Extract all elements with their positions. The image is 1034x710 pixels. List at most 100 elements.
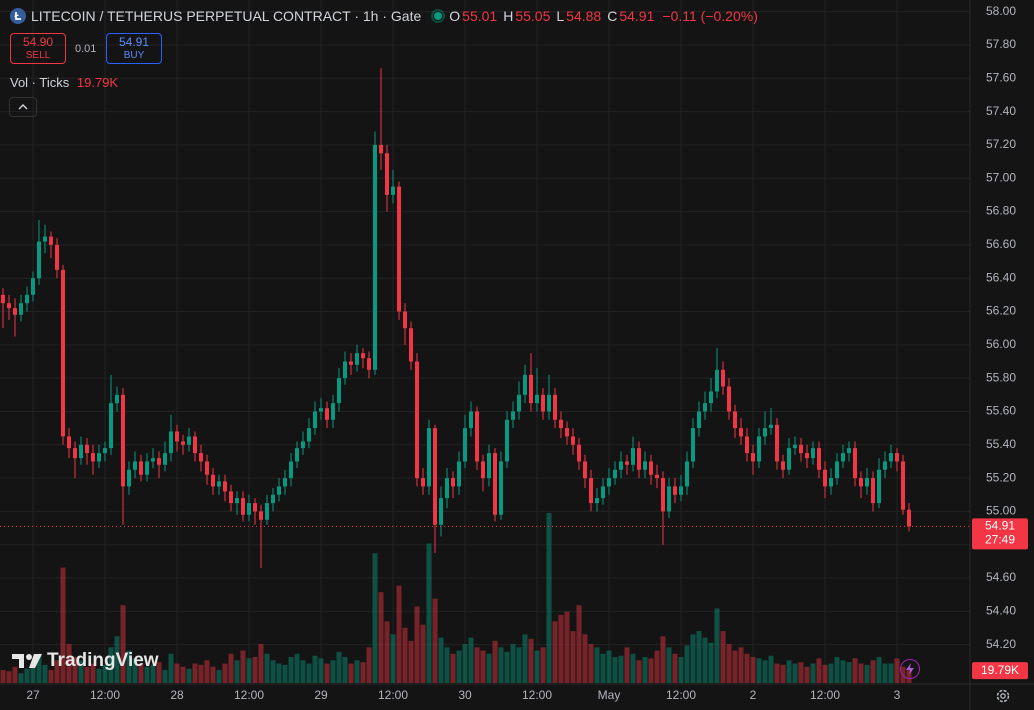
volume-bar bbox=[120, 605, 126, 683]
candle-body bbox=[379, 144, 383, 154]
candle-body bbox=[13, 308, 17, 315]
volume-bar bbox=[648, 658, 654, 683]
volume-bar bbox=[822, 664, 828, 683]
candle-body bbox=[475, 411, 479, 462]
alert-button[interactable] bbox=[900, 659, 920, 679]
candle-body bbox=[385, 153, 389, 195]
candle-body bbox=[643, 461, 647, 470]
candle-body bbox=[163, 453, 167, 465]
volume-bar bbox=[774, 663, 780, 683]
volume-bar bbox=[384, 621, 390, 683]
candle-body bbox=[613, 469, 617, 479]
volume-bar bbox=[138, 663, 144, 683]
volume-bar bbox=[198, 664, 204, 683]
volume-bar bbox=[378, 592, 384, 683]
candle-body bbox=[289, 461, 293, 479]
volume-bar bbox=[108, 647, 114, 683]
candle-body bbox=[751, 453, 755, 462]
candle-body bbox=[601, 486, 605, 499]
candle-body bbox=[589, 478, 593, 504]
volume-bar bbox=[336, 651, 342, 683]
candle-body bbox=[853, 448, 857, 479]
volume-bar bbox=[852, 658, 858, 683]
y-tick-label: 57.20 bbox=[986, 137, 1016, 151]
volume-bar bbox=[630, 653, 636, 683]
candle-body bbox=[457, 461, 461, 487]
candle-body bbox=[403, 311, 407, 329]
price-tag bbox=[972, 518, 1028, 550]
volume-bar bbox=[654, 650, 660, 683]
candle-body bbox=[151, 458, 155, 462]
volume-bar bbox=[126, 650, 132, 683]
x-tick-label: 29 bbox=[314, 688, 328, 702]
candle-body bbox=[571, 436, 575, 445]
y-tick-label: 55.00 bbox=[986, 504, 1016, 518]
volume-bar bbox=[522, 634, 528, 683]
volume-bar bbox=[246, 658, 252, 683]
buy-label: BUY bbox=[123, 50, 145, 61]
volume-bar bbox=[504, 651, 510, 683]
y-tick-label: 57.40 bbox=[986, 104, 1016, 118]
volume-bar bbox=[600, 653, 606, 683]
volume-bar bbox=[510, 644, 516, 683]
collapse-button[interactable] bbox=[9, 97, 37, 117]
candle-body bbox=[559, 419, 563, 429]
volume-bar bbox=[546, 513, 552, 683]
candle-body bbox=[715, 369, 719, 392]
y-tick-label: 55.20 bbox=[986, 470, 1016, 484]
candle-body bbox=[625, 461, 629, 465]
candle-body bbox=[883, 461, 887, 470]
volume-bar bbox=[660, 636, 666, 683]
volume-bar bbox=[882, 663, 888, 683]
volume-bar bbox=[348, 663, 354, 683]
y-tick-label: 56.60 bbox=[986, 237, 1016, 251]
candle-body bbox=[781, 461, 785, 470]
candle-body bbox=[793, 444, 797, 449]
settings-button[interactable] bbox=[995, 688, 1011, 709]
candle-body bbox=[265, 503, 269, 520]
x-tick-label: 12:00 bbox=[810, 688, 840, 702]
sell-button[interactable]: 54.90 SELL bbox=[10, 33, 66, 64]
volume-bar bbox=[714, 608, 720, 683]
candle-body bbox=[73, 448, 77, 459]
candle-body bbox=[757, 436, 761, 462]
candle-body bbox=[193, 436, 197, 454]
volume-bar bbox=[528, 638, 534, 683]
volume-bar bbox=[864, 664, 870, 683]
candle-body bbox=[397, 186, 401, 312]
candle-body bbox=[187, 436, 191, 445]
volume-bar bbox=[360, 662, 366, 683]
candle-body bbox=[349, 361, 353, 365]
candle-body bbox=[877, 469, 881, 504]
volume-bar bbox=[540, 647, 546, 683]
volume-bar bbox=[312, 655, 318, 683]
volume-bar bbox=[690, 634, 696, 683]
volume-bar bbox=[402, 627, 408, 683]
volume-bar bbox=[804, 666, 810, 683]
volume-bar bbox=[558, 614, 564, 683]
volume-bar bbox=[588, 644, 594, 683]
x-tick-label: 12:00 bbox=[90, 688, 120, 702]
volume-bar bbox=[666, 647, 672, 683]
candle-body bbox=[283, 478, 287, 487]
candle-body bbox=[127, 469, 131, 487]
price-tag-countdown: 27:49 bbox=[985, 533, 1015, 547]
volume-bar bbox=[612, 657, 618, 683]
y-tick-label: 56.20 bbox=[986, 304, 1016, 318]
candle-body bbox=[307, 428, 311, 442]
volume-bar bbox=[168, 653, 174, 683]
y-tick-label: 56.00 bbox=[986, 337, 1016, 351]
price-tag-value: 54.91 bbox=[985, 519, 1015, 533]
volume-bar bbox=[222, 663, 228, 683]
candle-body bbox=[445, 478, 449, 499]
volume-bar bbox=[210, 666, 216, 683]
candle-body bbox=[667, 486, 671, 512]
candle-body bbox=[61, 269, 65, 437]
candle-body bbox=[859, 478, 863, 487]
volume-bar bbox=[306, 663, 312, 683]
candle-body bbox=[607, 478, 611, 487]
buy-button[interactable]: 54.91 BUY bbox=[106, 33, 162, 64]
candle-body bbox=[97, 453, 101, 462]
candle-body bbox=[529, 374, 533, 404]
